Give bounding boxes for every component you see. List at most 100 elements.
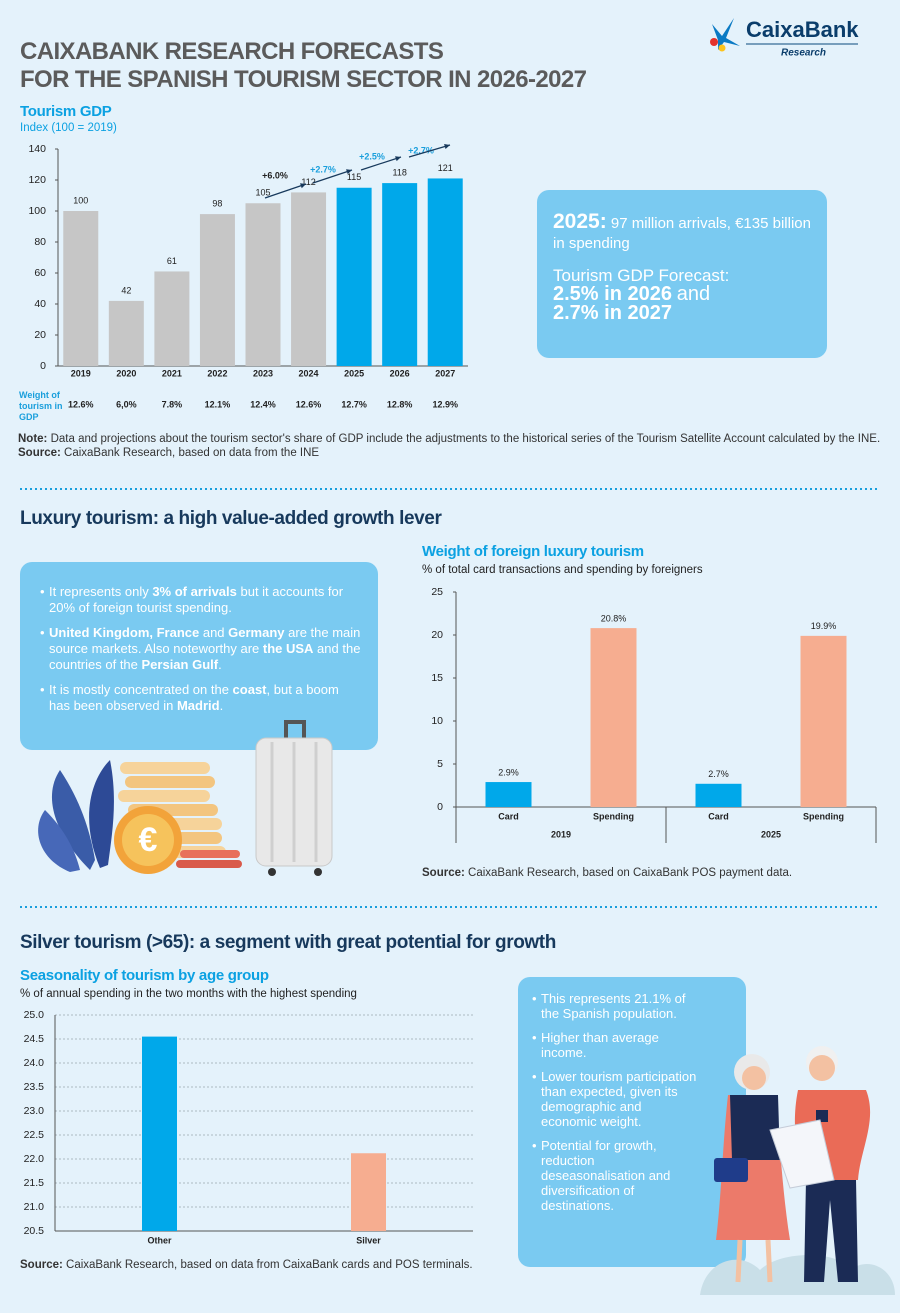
- y-tick-label: 22.0: [24, 1153, 45, 1165]
- bar: [351, 1153, 386, 1231]
- x-tick-label: 2023: [253, 368, 273, 378]
- series-label: Card: [498, 811, 519, 821]
- y-tick-label: 22.5: [24, 1129, 45, 1141]
- row-value: 12.7%: [341, 399, 367, 409]
- bar: [63, 211, 99, 366]
- y-tick-label: 5: [437, 758, 443, 770]
- source: Source: CaixaBank Research, based on Cai…: [422, 866, 792, 880]
- bullet-list: This represents 21.1% of the Spanish pop…: [532, 991, 697, 1213]
- y-tick-label: 24.5: [24, 1033, 45, 1045]
- bullet-text: Higher than average income.: [541, 1030, 659, 1060]
- note-label: Note:: [18, 433, 48, 445]
- bullet-text: but it accounts for 20% of foreign touri…: [49, 584, 344, 615]
- forecast-value: 2.7% in 2027: [553, 302, 672, 324]
- section-heading: Silver tourism (>65): a segment with gre…: [20, 932, 556, 953]
- section-heading: Luxury tourism: a high value-added growt…: [20, 508, 442, 529]
- source-label: Source:: [20, 1259, 63, 1271]
- y-tick-label: 25.0: [24, 1009, 45, 1021]
- bullet-text: are the main source markets. Also notewo…: [49, 625, 361, 656]
- arrow-head: [346, 169, 352, 175]
- bar: [245, 203, 281, 366]
- svg-text:€: €: [139, 821, 158, 859]
- bullet-text: , but a boom has been observed in: [49, 682, 339, 713]
- forecast-connector: and: [676, 283, 711, 305]
- y-tick-label: 60: [34, 267, 46, 279]
- logo-text: CaixaBank: [746, 17, 859, 42]
- page-title: CAIXABANK RESEARCH FORECASTS FOR THE SPA…: [20, 38, 587, 94]
- value-label: 98: [212, 198, 222, 208]
- row-value: 6,0%: [116, 399, 137, 409]
- value-label: 42: [121, 285, 131, 295]
- bullet: Higher than average income.: [532, 1030, 697, 1060]
- bar: [695, 783, 742, 807]
- bullet-bold: coast: [232, 682, 267, 697]
- info-forecast: Tourism GDP Forecast: 2.5% in 2026 and 2…: [553, 266, 811, 323]
- y-tick-label: 0: [40, 360, 46, 372]
- bullet-bold: the USA: [262, 641, 314, 656]
- value-label: 2.9%: [498, 767, 519, 777]
- y-tick-label: 20: [34, 329, 46, 341]
- y-tick-label: 80: [34, 236, 46, 248]
- chart-title: Weight of foreign luxury tourism: [422, 543, 644, 560]
- bullet-text: and the countries of the: [49, 641, 361, 672]
- x-tick-label: 2021: [162, 368, 182, 378]
- x-tick-label: 2024: [299, 368, 319, 378]
- y-tick-label: 23.0: [24, 1105, 45, 1117]
- forecast-value: 2.5% in 2026: [553, 283, 672, 305]
- bullet-text: It is mostly concentrated on the: [49, 682, 233, 697]
- y-tick-label: 100: [28, 205, 46, 217]
- y-tick-label: 24.0: [24, 1057, 45, 1069]
- value-label: 105: [255, 188, 270, 198]
- bullet: It is mostly concentrated on the coast, …: [40, 682, 362, 714]
- bar: [336, 187, 372, 366]
- source-label: Source:: [18, 447, 61, 459]
- bullet: Potential for growth, reduction deseason…: [532, 1138, 697, 1213]
- x-tick-label: 2027: [435, 368, 455, 378]
- x-tick-label: 2022: [207, 368, 227, 378]
- title-line: FOR THE SPANISH TOURISM SECTOR IN 2026-2…: [20, 66, 587, 93]
- x-tick-label: 2026: [390, 368, 410, 378]
- y-tick-label: 10: [431, 715, 443, 727]
- arrow-head: [300, 183, 306, 189]
- bullet-list: It represents only 3% of arrivals but it…: [40, 584, 362, 714]
- series-label: Spending: [593, 811, 634, 821]
- x-tick-label: 2020: [116, 368, 136, 378]
- chart-subtitle: Index (100 = 2019): [20, 122, 117, 134]
- row-value: 12.9%: [432, 399, 458, 409]
- value-label: 2.7%: [708, 769, 729, 779]
- arrow-head: [395, 156, 401, 162]
- value-label: 19.9%: [811, 621, 837, 631]
- chart-title: Seasonality of tourism by age group: [20, 967, 269, 984]
- row-value: 12.6%: [68, 399, 94, 409]
- source-label: Source:: [422, 867, 465, 879]
- bar: [291, 192, 327, 366]
- annotation-arrow: [264, 183, 307, 199]
- y-tick-label: 140: [28, 143, 46, 155]
- note-text: Data and projections about the tourism s…: [50, 433, 881, 445]
- row-label: Weight of tourism in GDP: [19, 390, 63, 422]
- row-value: 7.8%: [162, 399, 183, 409]
- silver-illustration: [700, 1046, 895, 1295]
- bar: [590, 628, 637, 807]
- source-text: CaixaBank Research, based on data from C…: [66, 1259, 473, 1271]
- bullet-bold: Germany: [228, 625, 285, 640]
- bar: [382, 183, 418, 366]
- bullet-bold: Madrid: [176, 698, 220, 713]
- source-text: CaixaBank Research, based on CaixaBank P…: [468, 867, 793, 879]
- arrow-head: [444, 144, 450, 150]
- annotation: +6.0%: [262, 170, 288, 180]
- bar: [108, 300, 144, 366]
- luxury-box: It represents only 3% of arrivals but it…: [20, 562, 378, 750]
- bullet-text: Potential for growth, reduction deseason…: [541, 1138, 671, 1213]
- title-line: CAIXABANK RESEARCH FORECASTS: [20, 38, 444, 65]
- x-tick-label: 2019: [551, 829, 571, 839]
- silver-box: This represents 21.1% of the Spanish pop…: [518, 977, 746, 1267]
- source-text: CaixaBank Research, based on data from t…: [64, 447, 320, 459]
- annotation: +2.7%: [310, 164, 336, 174]
- note: Note: Data and projections about the tou…: [18, 432, 888, 460]
- bullet-bold: United Kingdom, France: [49, 625, 200, 640]
- y-tick-label: 25: [431, 586, 443, 598]
- y-tick-label: 40: [34, 298, 46, 310]
